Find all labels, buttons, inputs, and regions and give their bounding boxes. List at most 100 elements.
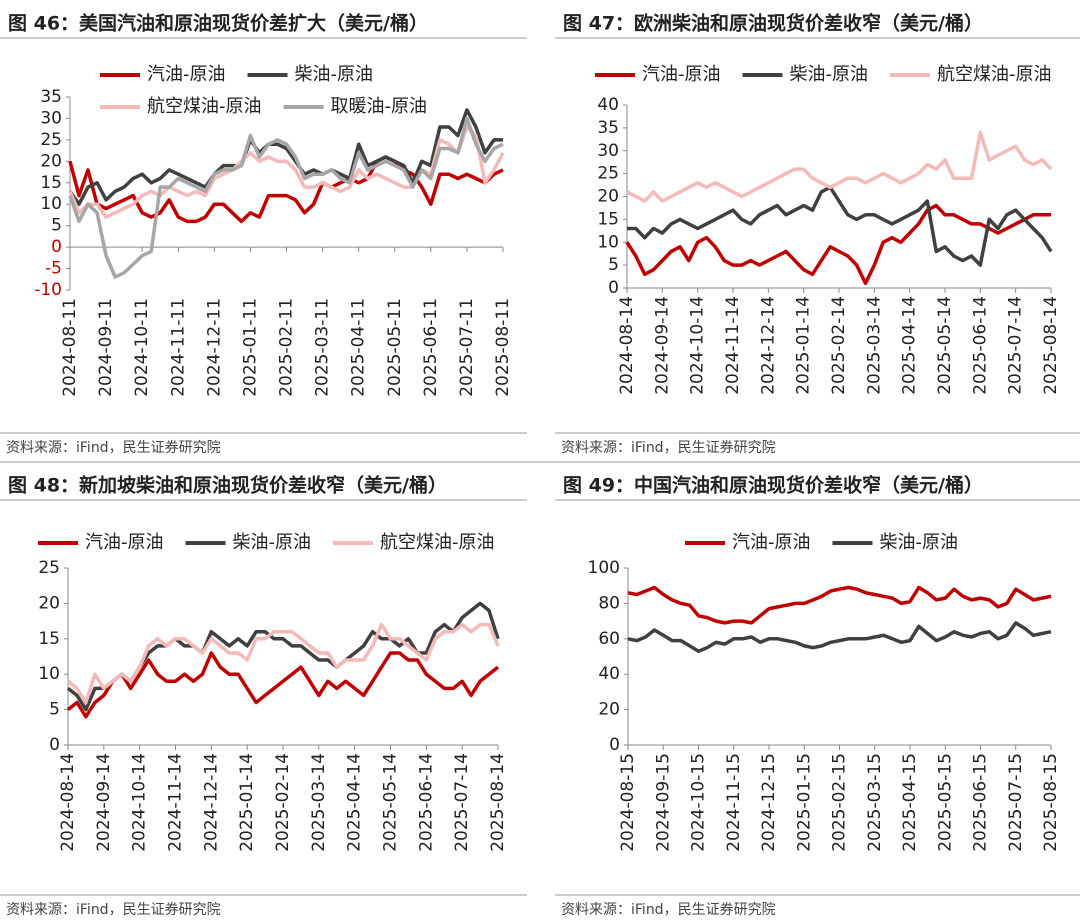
legend-label: 航空煤油-原油 [147,96,262,117]
y-tick-label: 0 [51,237,62,257]
x-tick-label: 2025-07-14 [452,753,472,852]
y-tick-label: 15 [38,629,60,649]
chart-title: 图 47：欧洲柴油和原油现货价差收窄（美元/桶） [563,12,983,35]
x-tick-label: 2024-10-14 [688,296,708,395]
x-tick-label: 2025-02-15 [830,753,850,852]
y-tick-label: 30 [40,108,62,128]
x-tick-label: 2025-01-14 [794,296,814,395]
series-line [627,185,1053,267]
y-tick-label: 20 [597,187,619,207]
x-tick-label: 2025-07-14 [1006,296,1026,395]
y-tick-label: 35 [40,87,62,107]
y-tick-label: 60 [598,629,620,649]
series-line [68,125,505,219]
chart-title: 图 46：美国汽油和原油现货价差扩大（美元/桶） [8,12,428,35]
x-tick-label: 2025-04-14 [345,753,365,852]
x-tick-label: 2024-12-14 [758,296,778,395]
y-tick-label: 25 [40,130,62,150]
legend-label: 柴油-原油 [790,64,869,85]
y-tick-label: -5 [45,259,62,279]
x-tick-label: 2025-06-15 [971,753,991,852]
y-tick-label: 0 [49,735,60,755]
chart-title: 图 48：新加坡柴油和原油现货价差收窄（美元/桶） [8,474,447,497]
x-tick-label: 2024-11-14 [166,753,186,852]
y-tick-label: 15 [597,209,619,229]
x-tick-label: 2024-10-15 [689,753,709,852]
y-tick-label: 25 [597,164,619,184]
x-tick-label: 2025-03-15 [865,753,885,852]
x-tick-label: 2025-08-15 [1041,753,1061,852]
x-tick-label: 2025-05-11 [385,298,405,397]
y-tick-label: 20 [598,700,620,720]
series-line [66,601,500,712]
source-note: 资料来源：iFind，民生证券研究院 [561,440,776,456]
legend-label: 汽油-原油 [732,532,811,553]
x-tick-label: 2025-03-14 [864,296,884,395]
x-tick-label: 2024-08-14 [58,753,78,852]
series-line [66,622,500,705]
legend-label: 汽油-原油 [147,64,226,85]
y-tick-label: 80 [598,593,620,613]
y-tick-label: 10 [40,194,62,214]
y-tick-label: -10 [34,280,62,300]
series-line [626,130,1053,203]
y-tick-label: 0 [609,735,620,755]
x-tick-label: 2025-08-14 [488,753,508,852]
y-tick-label: 30 [597,141,619,161]
x-tick-label: 2025-05-15 [935,753,955,852]
x-tick-label: 2024-08-14 [617,296,637,395]
x-tick-label: 2025-04-14 [900,296,920,395]
x-tick-label: 2024-09-14 [94,753,114,852]
series-line [627,585,1052,625]
y-tick-label: 5 [49,700,60,720]
y-tick-label: 25 [38,558,60,578]
x-tick-label: 2025-06-14 [970,296,990,395]
series-line [627,621,1052,653]
y-tick-label: 0 [608,278,619,298]
legend-label: 航空煤油-原油 [380,532,495,553]
x-tick-label: 2025-07-15 [1006,753,1026,852]
x-tick-label: 2025-06-14 [416,753,436,852]
x-tick-label: 2024-11-15 [724,753,744,852]
x-tick-label: 2025-08-11 [493,298,513,397]
series-line [625,203,1051,286]
legend-label: 柴油-原油 [295,64,374,85]
source-note: 资料来源：iFind，民生证券研究院 [6,440,221,456]
legend-label: 航空煤油-原油 [937,64,1052,85]
x-tick-label: 2025-08-14 [1041,296,1061,395]
x-tick-label: 2025-04-11 [349,298,369,397]
y-tick-label: 10 [38,664,60,684]
x-tick-label: 2025-07-11 [457,298,477,397]
x-tick-label: 2024-09-14 [652,296,672,395]
chart-title: 图 49：中国汽油和原油现货价差收窄（美元/桶） [563,474,983,497]
series-line [68,108,503,206]
x-tick-label: 2025-04-15 [900,753,920,852]
x-tick-label: 2025-02-11 [277,298,297,397]
x-tick-label: 2025-03-14 [309,753,329,852]
x-tick-label: 2025-02-14 [273,753,293,852]
x-tick-label: 2024-09-11 [96,298,116,397]
y-tick-label: 5 [51,216,62,236]
y-tick-label: 15 [40,173,62,193]
x-tick-label: 2025-01-11 [240,298,260,397]
x-tick-label: 2024-10-14 [130,753,150,852]
legend-label: 汽油-原油 [85,532,164,553]
x-tick-label: 2024-12-14 [201,753,221,852]
x-tick-label: 2024-12-15 [759,753,779,852]
x-tick-label: 2024-12-11 [204,298,224,397]
y-tick-label: 20 [38,593,60,613]
y-tick-label: 40 [598,664,620,684]
series-line [66,651,500,719]
y-tick-label: 20 [40,151,62,171]
y-tick-label: 40 [597,95,619,115]
y-tick-label: 100 [588,558,620,578]
source-note: 资料来源：iFind，民生证券研究院 [6,902,221,918]
x-tick-label: 2024-08-11 [60,298,80,397]
x-tick-label: 2025-06-11 [421,298,441,397]
x-tick-label: 2025-01-14 [237,753,257,852]
x-tick-label: 2024-11-14 [723,296,743,395]
x-tick-label: 2025-03-11 [313,298,333,397]
legend-label: 汽油-原油 [642,64,721,85]
y-tick-label: 35 [597,118,619,138]
